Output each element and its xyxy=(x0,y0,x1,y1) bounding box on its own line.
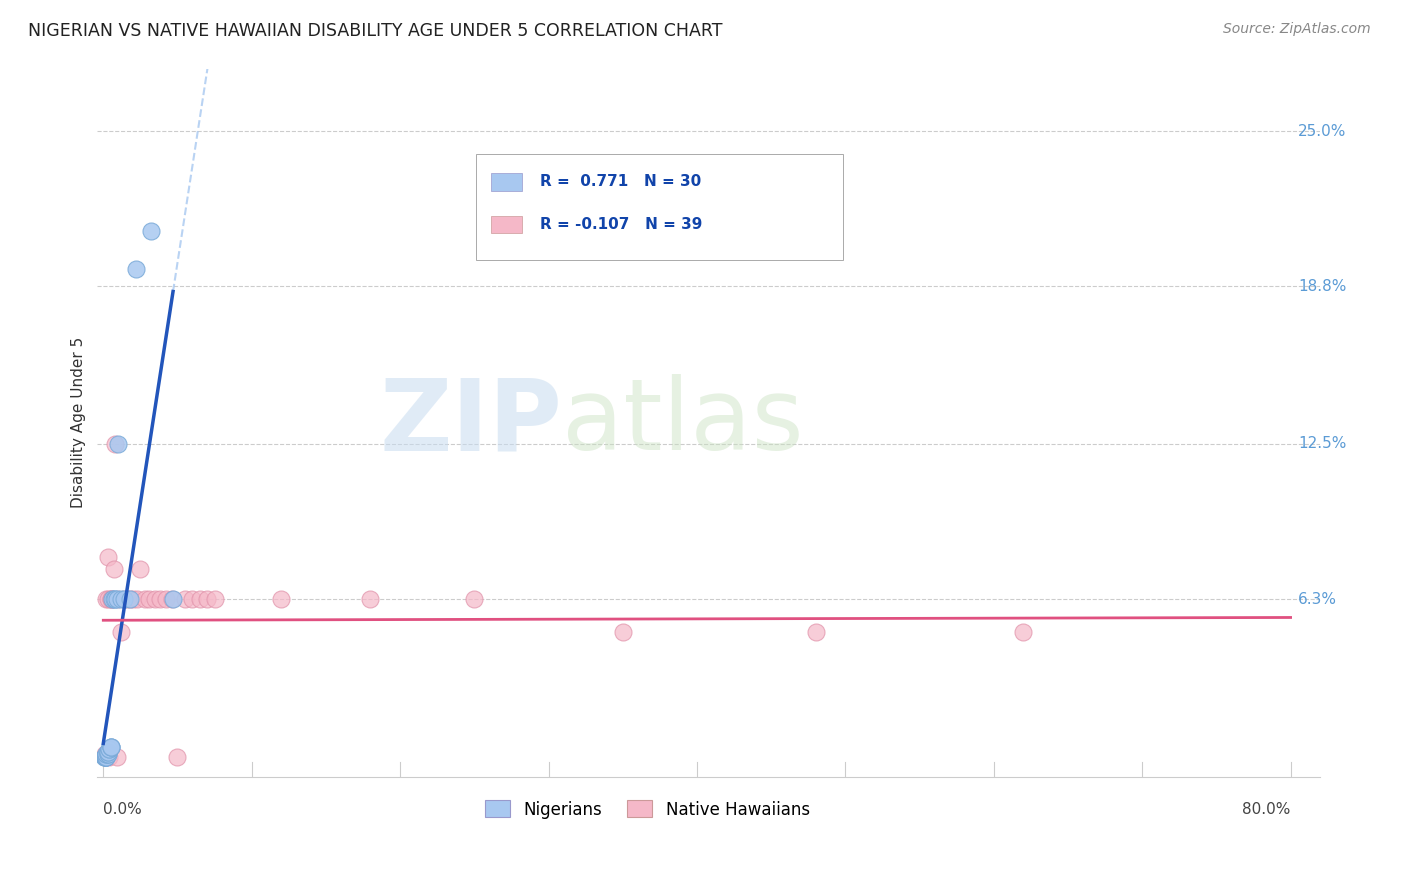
Point xyxy=(97,747,120,762)
Point xyxy=(101,592,124,607)
FancyBboxPatch shape xyxy=(491,216,522,233)
FancyBboxPatch shape xyxy=(477,153,844,260)
Text: 80.0%: 80.0% xyxy=(1243,802,1291,817)
Point xyxy=(174,592,197,607)
Point xyxy=(139,224,162,238)
Point xyxy=(188,592,211,607)
Text: Source: ZipAtlas.com: Source: ZipAtlas.com xyxy=(1223,22,1371,37)
Point xyxy=(96,749,118,764)
Point xyxy=(94,749,117,764)
Point xyxy=(100,739,122,754)
Point xyxy=(96,747,118,762)
Point xyxy=(166,749,188,764)
Text: 18.8%: 18.8% xyxy=(1298,279,1347,293)
Point xyxy=(105,749,128,764)
Point xyxy=(270,592,292,607)
Point xyxy=(204,592,226,607)
Text: ZIP: ZIP xyxy=(380,374,562,471)
Point xyxy=(110,592,132,607)
Point xyxy=(110,624,132,639)
Point xyxy=(107,592,129,607)
Point xyxy=(118,592,141,607)
Point xyxy=(112,592,135,607)
Point xyxy=(804,624,827,639)
Text: 12.5%: 12.5% xyxy=(1298,436,1347,451)
Point xyxy=(97,745,120,759)
Point xyxy=(122,592,145,607)
Point xyxy=(97,549,120,564)
Point xyxy=(463,592,485,607)
Point xyxy=(100,739,122,754)
Point xyxy=(97,747,120,762)
Point xyxy=(104,592,127,607)
Point xyxy=(118,592,141,607)
Point xyxy=(94,749,117,764)
Point xyxy=(155,592,177,607)
Point xyxy=(138,592,160,607)
Point xyxy=(149,592,172,607)
Point xyxy=(112,592,135,607)
Point xyxy=(125,261,148,276)
Text: 0.0%: 0.0% xyxy=(103,802,142,817)
Point xyxy=(100,592,122,607)
Point xyxy=(103,562,125,576)
Point xyxy=(94,749,117,764)
Text: 25.0%: 25.0% xyxy=(1298,124,1347,138)
Point xyxy=(127,592,149,607)
Point xyxy=(100,739,122,754)
Legend: Nigerians, Native Hawaiians: Nigerians, Native Hawaiians xyxy=(478,794,817,825)
Y-axis label: Disability Age Under 5: Disability Age Under 5 xyxy=(72,337,86,508)
Point xyxy=(103,592,125,607)
Text: NIGERIAN VS NATIVE HAWAIIAN DISABILITY AGE UNDER 5 CORRELATION CHART: NIGERIAN VS NATIVE HAWAIIAN DISABILITY A… xyxy=(28,22,723,40)
Point xyxy=(101,592,124,607)
Point xyxy=(97,592,120,607)
Point xyxy=(96,749,118,764)
Point xyxy=(94,747,117,762)
Point xyxy=(129,562,152,576)
Point xyxy=(100,592,122,607)
Point xyxy=(143,592,166,607)
Point xyxy=(94,749,117,764)
Point xyxy=(98,749,121,764)
Point xyxy=(97,745,120,759)
Point xyxy=(181,592,204,607)
Point xyxy=(359,592,381,607)
Point xyxy=(94,749,117,764)
Text: 6.3%: 6.3% xyxy=(1298,591,1337,607)
Point xyxy=(98,742,121,756)
Text: atlas: atlas xyxy=(562,374,804,471)
Point xyxy=(105,592,128,607)
Point xyxy=(134,592,156,607)
Point xyxy=(107,437,129,451)
FancyBboxPatch shape xyxy=(491,173,522,191)
Point xyxy=(195,592,218,607)
Point xyxy=(1012,624,1035,639)
Point xyxy=(115,592,138,607)
Text: R =  0.771   N = 30: R = 0.771 N = 30 xyxy=(540,174,702,189)
Point xyxy=(96,747,118,762)
Point xyxy=(160,592,183,607)
Text: R = -0.107   N = 39: R = -0.107 N = 39 xyxy=(540,217,703,232)
Point xyxy=(96,747,118,762)
Point xyxy=(162,592,184,607)
Point xyxy=(96,592,118,607)
Point xyxy=(94,749,117,764)
Point xyxy=(104,437,127,451)
Point xyxy=(93,749,115,764)
Point xyxy=(612,624,634,639)
Point xyxy=(98,742,121,756)
